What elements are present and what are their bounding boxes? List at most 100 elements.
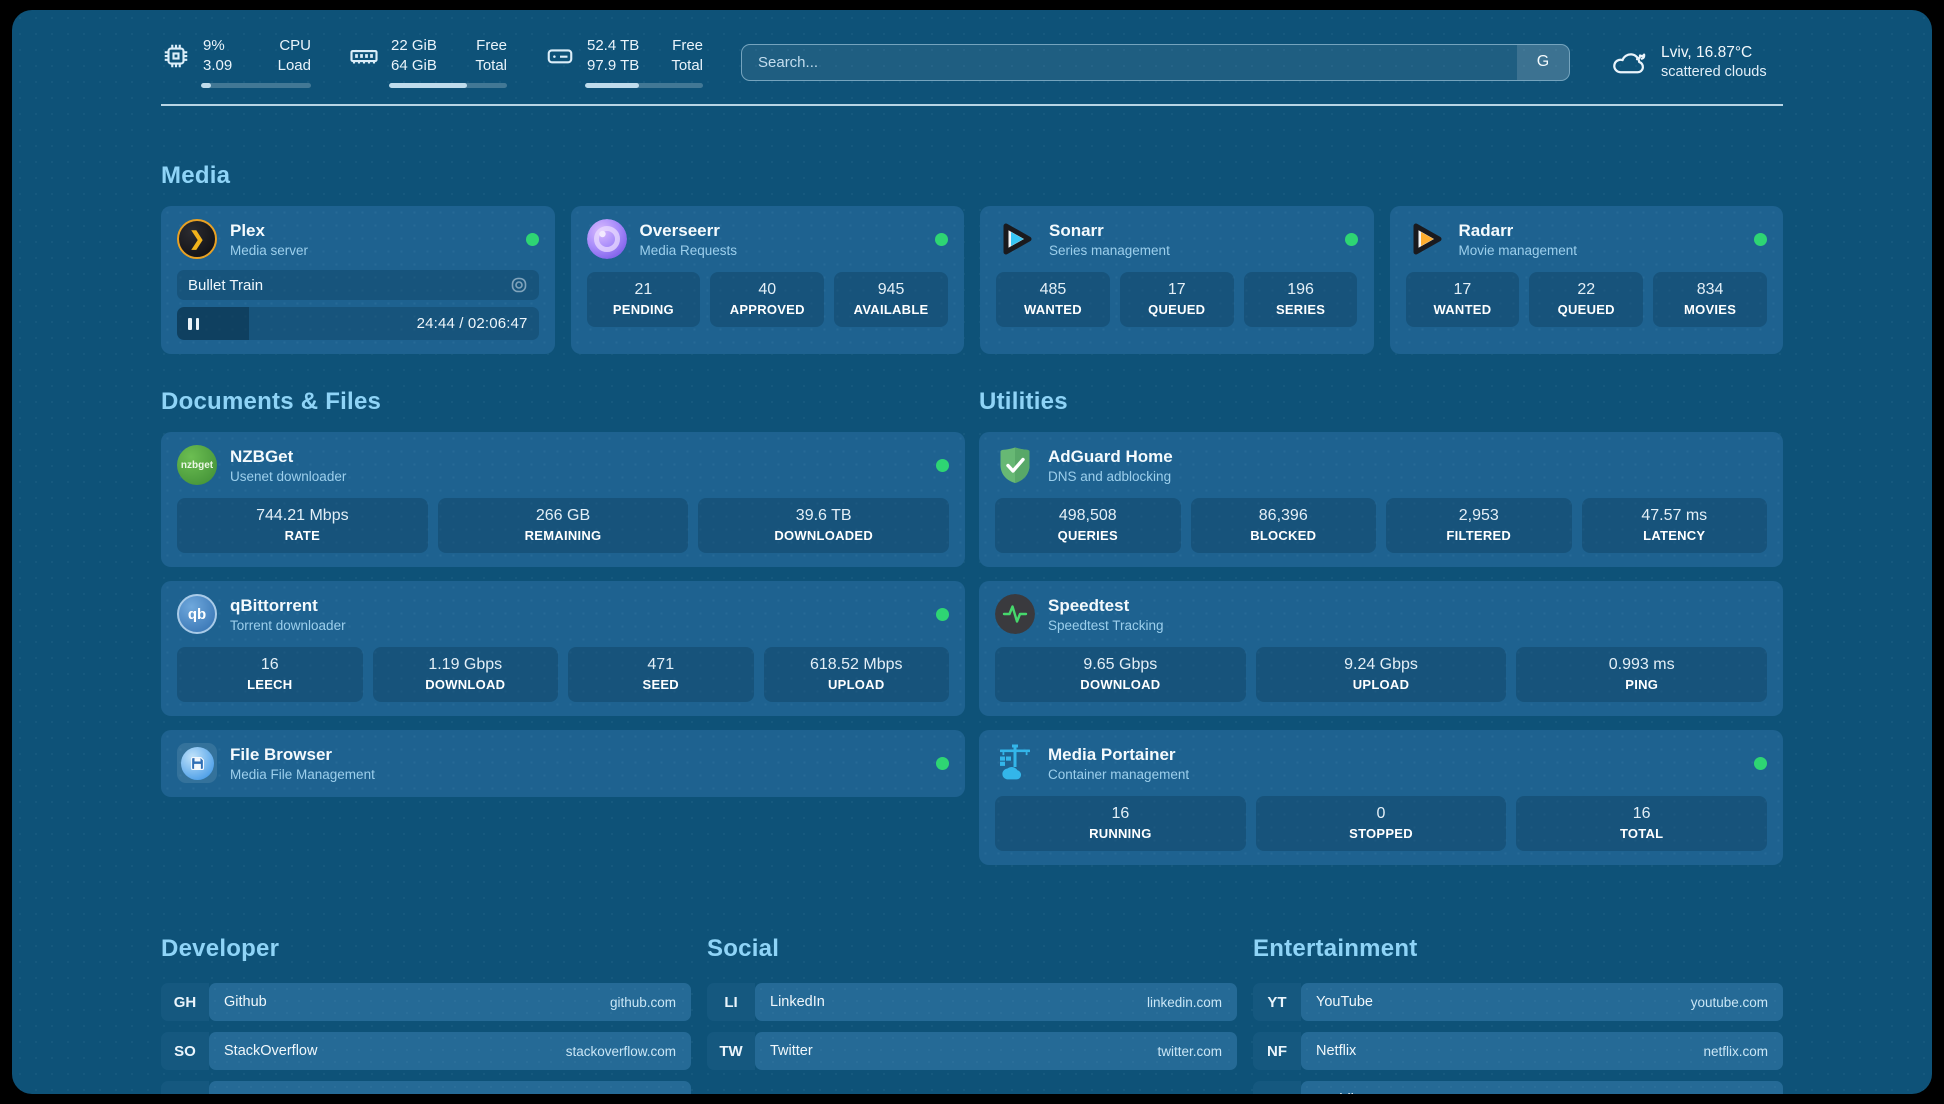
developer-links-column: Developer GH Github github.com SO StackO…	[161, 879, 691, 1094]
adguard-card[interactable]: AdGuard Home DNS and adblocking 498,508 Q…	[979, 432, 1783, 567]
link-domain: youtube.com	[1690, 994, 1768, 1010]
app-subtitle: Media Requests	[639, 242, 738, 258]
link-abbr: TW	[707, 1032, 755, 1070]
link-domain: dev.to	[640, 1093, 676, 1095]
utilities-section-title: Utilities	[979, 388, 1068, 415]
link-abbr: YT	[1253, 983, 1301, 1021]
status-dot	[935, 232, 948, 246]
app-title: Plex	[230, 220, 265, 240]
memory-icon	[350, 49, 378, 64]
link-stackoverflow[interactable]: SO StackOverflow stackoverflow.com	[161, 1032, 691, 1070]
dashboard-canvas: 9% 3.09 CPU Load	[12, 10, 1932, 1094]
link-name: YouTube	[1316, 994, 1373, 1010]
status-dot	[936, 607, 949, 621]
plex-icon: ❯	[177, 219, 217, 259]
playback-progress-bar: 24:44 / 02:06:47	[177, 307, 539, 340]
storage-stat: 52.4 TB 97.9 TB Free Total	[545, 36, 703, 88]
top-bar: 9% 3.09 CPU Load	[161, 10, 1783, 88]
storage-icon	[547, 49, 573, 64]
app-subtitle: Series management	[1049, 242, 1170, 258]
stat-upload: 618.52 Mbps UPLOAD	[763, 647, 949, 702]
app-title: Media Portainer	[1048, 744, 1176, 764]
now-playing-title: Bullet Train	[188, 276, 264, 294]
link-reddit[interactable]: RE Reddit reddit.com	[1253, 1081, 1783, 1094]
media-section-title: Media	[161, 162, 231, 189]
stat-filtered: 2,953 FILTERED	[1386, 498, 1572, 553]
status-dot	[525, 232, 539, 246]
stat-rate: 744.21 Mbps RATE	[177, 498, 428, 553]
stat-seed: 471 SEED	[568, 647, 754, 702]
link-domain: twitter.com	[1157, 1043, 1222, 1059]
link-domain: stackoverflow.com	[565, 1043, 676, 1059]
filebrowser-icon	[177, 743, 217, 783]
link-name: LinkedIn	[770, 994, 825, 1010]
link-netflix[interactable]: NF Netflix netflix.com	[1253, 1032, 1783, 1070]
link-domain: linkedin.com	[1146, 994, 1222, 1010]
memory-free-label: Free	[476, 37, 507, 54]
stat-pending: 21 PENDING	[586, 272, 701, 327]
filebrowser-card[interactable]: File Browser Media File Management	[161, 730, 965, 797]
speedtest-card[interactable]: Speedtest Speedtest Tracking 9.65 Gbps DO…	[979, 581, 1783, 716]
social-section-title: Social	[707, 935, 780, 962]
app-title: AdGuard Home	[1048, 446, 1173, 466]
link-dev[interactable]: DT DEV dev.to	[161, 1081, 691, 1094]
app-subtitle: Container management	[1048, 766, 1190, 782]
developer-section-title: Developer	[161, 935, 280, 962]
weather-widget: Lviv, 16.87°C scattered clouds	[1608, 44, 1783, 80]
stat-series: 196 SERIES	[1243, 272, 1358, 327]
radarr-card[interactable]: Radarr Movie management 17 WANTED 22 QUEUE…	[1389, 206, 1783, 354]
search-input[interactable]	[742, 44, 1517, 80]
app-title: qBittorrent	[230, 595, 318, 615]
link-abbr: NF	[1253, 1032, 1301, 1070]
now-playing-row: Bullet Train	[177, 270, 539, 300]
stat-queries: 498,508 QUERIES	[995, 498, 1181, 553]
session-settings-icon[interactable]	[510, 276, 528, 294]
pause-icon[interactable]	[188, 317, 199, 330]
app-title: Overseerr	[639, 220, 720, 240]
stat-queued: 17 QUEUED	[1119, 272, 1234, 327]
cpu-label: CPU	[279, 37, 311, 54]
nzbget-icon: nzbget	[177, 445, 217, 485]
link-youtube[interactable]: YT YouTube youtube.com	[1253, 983, 1783, 1021]
cpu-load: 3.09	[203, 57, 233, 74]
link-twitter[interactable]: TW Twitter twitter.com	[707, 1032, 1237, 1070]
app-subtitle: Torrent downloader	[230, 617, 346, 633]
link-name: Twitter	[770, 1043, 813, 1059]
playback-time: 24:44 / 02:06:47	[416, 315, 528, 332]
stat-running: 16 RUNNING	[995, 796, 1246, 851]
plex-card[interactable]: ❯ Plex Media server Bullet Train	[161, 206, 555, 354]
stat-download: 1.19 Gbps DOWNLOAD	[372, 647, 558, 702]
stat-upload: 9.24 Gbps UPLOAD	[1255, 647, 1507, 702]
link-name: Github	[224, 994, 267, 1010]
stat-available: 945 AVAILABLE	[834, 272, 948, 327]
link-abbr: SO	[161, 1032, 209, 1070]
storage-total: 97.9 TB	[587, 57, 640, 74]
qbittorrent-card[interactable]: qb qBittorrent Torrent downloader 16 LEEC…	[161, 581, 965, 716]
link-abbr: GH	[161, 983, 209, 1021]
cpu-stat: 9% 3.09 CPU Load	[161, 36, 311, 88]
status-dot	[936, 756, 949, 770]
status-dot	[1754, 756, 1767, 770]
stat-queued: 22 QUEUED	[1529, 272, 1644, 327]
app-subtitle: Usenet downloader	[230, 468, 347, 484]
header-divider	[161, 104, 1783, 106]
portainer-card[interactable]: Media Portainer Container management 16 R…	[979, 730, 1783, 865]
weather-location: Lviv, 16.87°C	[1661, 44, 1753, 61]
search-engine-button[interactable]: G	[1517, 44, 1569, 80]
app-title: Radarr	[1458, 220, 1514, 240]
search-bar[interactable]: G	[741, 43, 1570, 81]
link-github[interactable]: GH Github github.com	[161, 983, 691, 1021]
memory-progress	[389, 83, 507, 88]
nzbget-card[interactable]: nzbget NZBGet Usenet downloader 744.21 M…	[161, 432, 965, 567]
app-subtitle: Media server	[230, 242, 309, 258]
link-abbr: DT	[161, 1081, 209, 1094]
overseerr-card[interactable]: Overseerr Media Requests 21 PENDING 40 APP…	[570, 206, 964, 354]
portainer-icon	[1000, 744, 1030, 780]
link-domain: netflix.com	[1703, 1043, 1768, 1059]
link-linkedin[interactable]: LI LinkedIn linkedin.com	[707, 983, 1237, 1021]
storage-progress	[585, 83, 703, 88]
social-links-column: Social LI LinkedIn linkedin.com TW Twitt…	[707, 879, 1237, 1094]
sonarr-card[interactable]: Sonarr Series management 485 WANTED 17 QUE…	[980, 206, 1374, 354]
app-subtitle: Speedtest Tracking	[1048, 617, 1164, 633]
memory-total-label: Total	[475, 57, 507, 74]
